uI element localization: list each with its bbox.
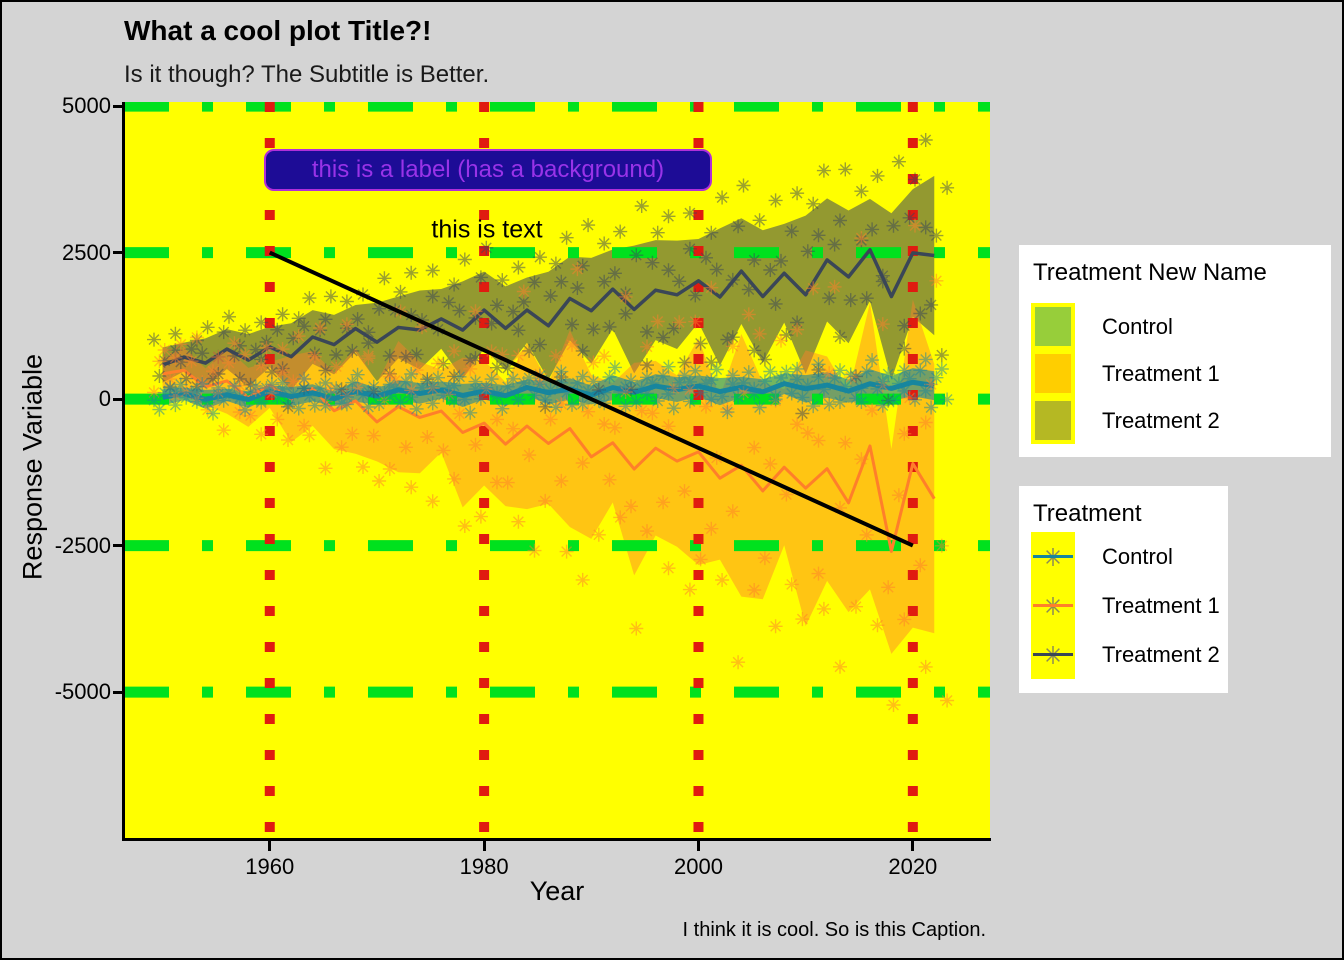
y-tick-label: 2500 [62,239,111,265]
legend-item-control: Control [1031,532,1220,581]
y-tick-label: 0 [98,386,111,412]
swatch [1035,307,1071,346]
y-axis-title: Response Variable [17,353,48,581]
plot-panel [124,102,990,840]
legend-item-label: Treatment 2 [1102,407,1220,433]
legend-color-title: Treatment [1033,500,1142,527]
scatter-control [147,352,955,421]
legend-key-line [1031,532,1075,581]
plot-layers [124,102,990,840]
x-tick-mark [696,841,700,851]
legend-item-label: Treatment 2 [1102,641,1220,667]
legend-color-items: Control Treatment 1 Treatment 2 [1031,532,1220,679]
legend-fill-title: Treatment New Name [1033,259,1267,286]
x-axis-title: Year [529,876,585,906]
legend-item-control: Control [1031,303,1220,350]
x-tick-mark [482,841,486,851]
legend-item-label: Treatment 1 [1102,592,1220,618]
legend-key-swatch [1031,303,1075,350]
legend-color: Treatment Control Treatment 1 Treatment 2 [1019,486,1228,693]
x-axis-line [122,838,991,841]
key-line [1033,653,1073,656]
line-treatment-2 [161,248,935,367]
y-tick-label: 5000 [62,93,111,119]
x-tick-mark [268,841,272,851]
y-tick-label: -5000 [54,679,111,705]
y-tick-mark [113,397,122,401]
plot-caption: I think it is cool. So is this Caption. [682,919,986,941]
y-tick-mark [113,544,122,548]
x-tick-label: 1960 [245,854,295,879]
x-tick-label: 2020 [888,854,938,879]
plot-title: What a cool plot Title?! [124,15,432,46]
key-line [1033,555,1073,558]
swatch [1035,354,1071,393]
legend-item-treatment-2: Treatment 2 [1031,630,1220,679]
legend-item-treatment-1: Treatment 1 [1031,350,1220,397]
annotation-text: this is text [431,215,543,244]
legend-item-label: Treatment 1 [1102,360,1220,386]
legend-item-label: Control [1102,313,1173,339]
legend-key-swatch [1031,350,1075,397]
legend-key-swatch [1031,397,1075,444]
annotation-boxed-label: this is a label (has a background) [264,149,712,191]
legend-fill-items: Control Treatment 1 Treatment 2 [1031,303,1220,444]
y-tick-mark [113,251,122,255]
y-tick-label: -2500 [54,532,111,558]
legend-item-label: Control [1102,543,1173,569]
swatch [1035,401,1071,440]
legend-fill: Treatment New Name Control Treatment 1 Tre… [1019,245,1331,457]
y-tick-mark [113,690,122,694]
x-tick-mark [911,841,915,851]
annotation-segment [268,250,914,548]
legend-key-line [1031,630,1075,679]
y-axis-line [122,102,125,841]
plot-subtitle: Is it though? The Subtitle is Better. [124,61,490,88]
legend-item-treatment-1: Treatment 1 [1031,581,1220,630]
x-tick-label: 1980 [459,854,509,879]
key-line [1033,604,1073,607]
x-tick-label: 2000 [673,854,723,879]
legend-key-line [1031,581,1075,630]
legend-item-treatment-2: Treatment 2 [1031,397,1220,444]
y-tick-mark [113,104,122,108]
